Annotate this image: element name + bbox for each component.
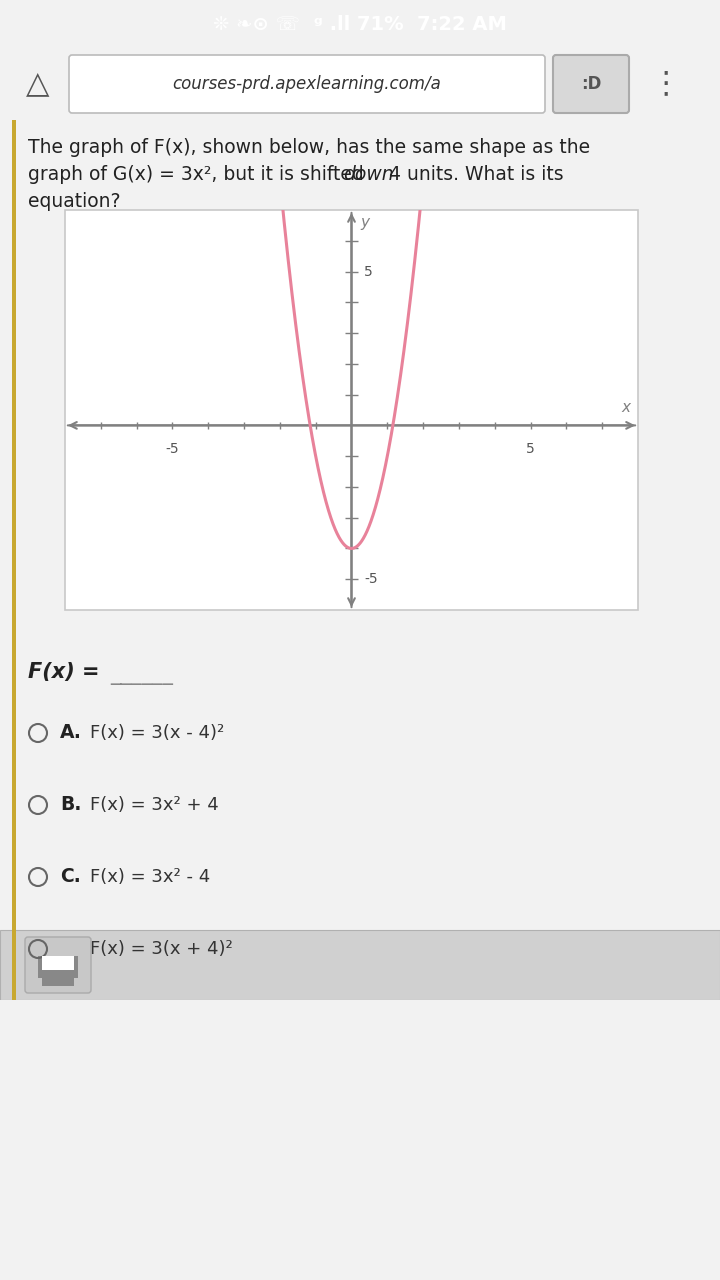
Text: △: △ bbox=[26, 69, 50, 99]
Text: 5: 5 bbox=[364, 265, 373, 279]
Text: -5: -5 bbox=[166, 443, 179, 456]
Text: F(x) = 3(x - 4)²: F(x) = 3(x - 4)² bbox=[90, 724, 224, 742]
Text: A.: A. bbox=[60, 723, 82, 742]
Bar bbox=[42, 972, 74, 986]
FancyBboxPatch shape bbox=[553, 55, 629, 113]
Text: y: y bbox=[361, 215, 369, 229]
Bar bbox=[42, 956, 74, 970]
Text: :D: :D bbox=[581, 76, 601, 93]
Text: 5: 5 bbox=[526, 443, 535, 456]
Text: -5: -5 bbox=[364, 572, 378, 586]
Text: x: x bbox=[622, 399, 631, 415]
Bar bbox=[12, 120, 16, 1000]
Text: equation?: equation? bbox=[28, 192, 120, 211]
Text: ⋮: ⋮ bbox=[651, 69, 681, 99]
Text: courses-prd.apexlearning.com/a: courses-prd.apexlearning.com/a bbox=[173, 76, 441, 93]
Text: down: down bbox=[343, 165, 394, 184]
FancyBboxPatch shape bbox=[25, 937, 91, 993]
FancyBboxPatch shape bbox=[69, 55, 545, 113]
Bar bbox=[0, 931, 720, 1000]
Text: D.: D. bbox=[60, 940, 83, 959]
Text: B.: B. bbox=[60, 795, 81, 814]
Text: F(x) = 3(x + 4)²: F(x) = 3(x + 4)² bbox=[90, 940, 233, 957]
Text: F(x) =: F(x) = bbox=[28, 662, 107, 682]
Text: F(x) = 3x² - 4: F(x) = 3x² - 4 bbox=[90, 868, 210, 886]
Text: ❊ ❧⊙ ☏  ᵍ .ll 71%  7:22 AM: ❊ ❧⊙ ☏ ᵍ .ll 71% 7:22 AM bbox=[213, 14, 507, 33]
Text: The graph of F(x), shown below, has the same shape as the: The graph of F(x), shown below, has the … bbox=[28, 138, 590, 157]
Bar bbox=[38, 956, 78, 978]
Bar bbox=[65, 210, 638, 611]
Text: ______: ______ bbox=[110, 666, 173, 685]
Text: C.: C. bbox=[60, 868, 81, 887]
Text: 4 units. What is its: 4 units. What is its bbox=[383, 165, 564, 184]
Text: graph of G(x) = 3x², but it is shifted: graph of G(x) = 3x², but it is shifted bbox=[28, 165, 370, 184]
Text: F(x) = 3x² + 4: F(x) = 3x² + 4 bbox=[90, 796, 219, 814]
